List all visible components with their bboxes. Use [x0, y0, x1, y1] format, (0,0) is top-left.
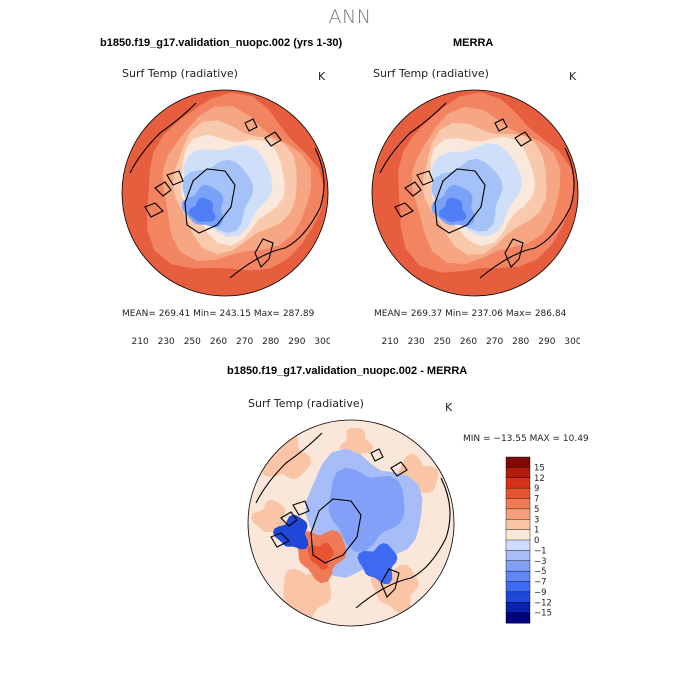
coastline-2 [379, 102, 447, 174]
left-colorbar-tick-label: 290 [288, 337, 305, 347]
diff-colorbar-tick-label: −7 [534, 578, 547, 588]
right-colorbar-tick-label: 280 [512, 337, 529, 347]
diff-colorbar-box-15 [505, 612, 531, 624]
right-panel-title: MERRA [453, 37, 494, 49]
left-map-layers [122, 90, 328, 296]
coastline-2 [255, 432, 323, 504]
right-colorbar-tick-label: 290 [538, 337, 555, 347]
left-colorbar: 210 230 250 260 270 280 290 300 [132, 337, 330, 347]
diff-colorbar-box-3 [505, 487, 531, 500]
left-stats: MEAN= 269.41 Min= 243.15 Max= 287.89 [122, 309, 315, 319]
coastline-3 [355, 477, 451, 609]
diff-colorbar-box-9 [505, 550, 531, 562]
diff-colorbar-box-6 [505, 519, 531, 531]
diff-cold-anomaly-2 [272, 514, 309, 550]
diff-colorbar-tick-label: −15 [534, 609, 552, 619]
diff-stats: MIN = −13.55 MAX = 10.49 [463, 434, 589, 444]
coastline-0 [184, 168, 236, 234]
coastline-5 [370, 448, 408, 477]
diff-colorbar-box-1 [505, 467, 531, 479]
diff-colorbar-tick-label: 9 [534, 484, 539, 494]
right-map-layers [372, 90, 578, 296]
coastline-4 [504, 238, 524, 268]
diff-colorbar-box-10 [505, 560, 531, 572]
left-panel-title: b1850.f19_g17.validation_nuopc.002 (yrs … [100, 37, 343, 49]
coastline-1 [144, 170, 184, 218]
diff-variable-label: Surf Temp (radiative) [248, 397, 364, 410]
diff-warm-patch-4 [250, 499, 287, 534]
right-stats: MEAN= 269.37 Min= 237.06 Max= 286.84 [374, 309, 567, 319]
coastline-1 [270, 500, 310, 548]
diff-colorbar-box-2 [505, 477, 531, 489]
left-colorbar-tick-label: 230 [158, 337, 175, 347]
diff-colorbar-tick-label: 3 [534, 515, 539, 525]
right-colorbar: 210 230 250 260 270 280 290 300 [382, 337, 580, 347]
right-colorbar-tick-label: 300 [564, 337, 580, 347]
diff-colorbar-box-14 [505, 602, 531, 614]
diff-colorbar-tick-label: −9 [534, 588, 547, 598]
diff-colorbar-box-13 [505, 591, 531, 603]
diff-warm-patch-5 [339, 427, 374, 457]
right-map-border [371, 89, 579, 297]
left-unit-label: K [318, 70, 326, 83]
right-colorbar-tick-label: 250 [434, 337, 451, 347]
diff-unit-label: K [445, 401, 453, 414]
left-variable-label: Surf Temp (radiative) [122, 67, 238, 80]
diff-colorbar-box-12 [505, 581, 531, 593]
diff-cold-anomaly [357, 543, 398, 584]
diff-colorbar-box-4 [505, 498, 531, 510]
diff-colorbar-tick-label: 12 [534, 474, 545, 484]
left-colorbar-tick-label: 270 [236, 337, 253, 347]
coastline-4 [380, 568, 400, 598]
right-colorbar-tick-label: 260 [460, 337, 477, 347]
left-colorbar-tick-label: 260 [210, 337, 227, 347]
coastline-3 [479, 147, 575, 279]
diff-panel-title: b1850.f19_g17.validation_nuopc.002 - MER… [227, 365, 468, 377]
diff-colorbar-tick-label: 5 [534, 505, 539, 515]
diff-colorbar-box-5 [505, 508, 531, 520]
diff-colorbar-tick-label: −3 [534, 557, 547, 567]
coastline-4 [254, 238, 274, 268]
diff-colorbar-tick-label: 15 [534, 463, 545, 473]
coastline-1 [394, 170, 434, 218]
coastline-0 [434, 168, 486, 234]
right-colorbar-tick-label: 210 [382, 337, 399, 347]
left-map-border [121, 89, 329, 297]
coastline-3 [229, 147, 325, 279]
diff-polar-map [247, 419, 455, 627]
coastline-2 [129, 102, 197, 174]
right-colorbar-tick-label: 230 [408, 337, 425, 347]
left-colorbar-tick-label: 250 [184, 337, 201, 347]
coastline-5 [494, 118, 532, 147]
diff-warm-anomaly-core [307, 542, 334, 571]
left-colorbar-tick-label: 280 [262, 337, 279, 347]
diff-colorbar-box-7 [505, 529, 531, 541]
diff-colorbar-tick-label: −12 [534, 598, 552, 608]
diff-colorbar-tick-label: −1 [534, 546, 547, 556]
page-title: ANN [328, 6, 372, 28]
diff-colorbar-box-0 [505, 456, 531, 468]
diff-colorbar-tick-label: −5 [534, 567, 547, 577]
diff-colorbar-tick-label: 0 [534, 536, 539, 546]
diff-map-border [247, 419, 455, 627]
coastline-0 [310, 498, 362, 564]
right-polar-map [371, 89, 579, 297]
right-variable-label: Surf Temp (radiative) [373, 67, 489, 80]
left-colorbar-tick-label: 210 [132, 337, 149, 347]
diff-colorbar-tick-label: 1 [534, 526, 539, 536]
left-field-core [188, 197, 216, 222]
diff-colorbar-tick-label: 7 [534, 495, 539, 505]
left-colorbar-tick-label: 300 [314, 337, 330, 347]
right-unit-label: K [569, 70, 577, 83]
left-polar-map [121, 89, 329, 297]
coastline-5 [244, 118, 282, 147]
diff-colorbar-box-8 [505, 539, 531, 551]
right-field-core [438, 197, 467, 223]
diff-cool-core [328, 467, 405, 552]
diff-map-layers [248, 420, 454, 626]
right-colorbar-tick-label: 270 [486, 337, 503, 347]
diff-colorbar-box-11 [505, 570, 531, 583]
